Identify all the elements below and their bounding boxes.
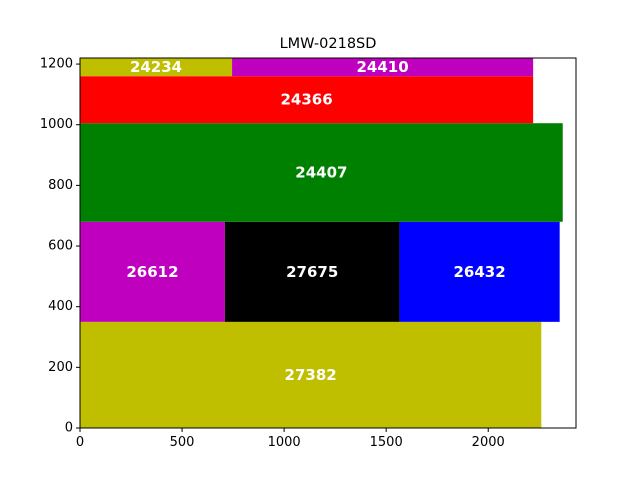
rect-label-26432: 26432 bbox=[453, 263, 505, 281]
rect-label-27382: 27382 bbox=[285, 366, 337, 384]
x-tick-label: 1000 bbox=[268, 435, 301, 450]
rect-label-24407: 24407 bbox=[295, 163, 347, 181]
rect-label-24410: 24410 bbox=[357, 58, 409, 76]
rect-27675 bbox=[224, 221, 400, 322]
rect-24407 bbox=[80, 123, 563, 222]
rect-24234 bbox=[80, 58, 233, 77]
rect-label-26612: 26612 bbox=[126, 263, 178, 281]
rect-label-24366: 24366 bbox=[280, 91, 332, 109]
rect-27382 bbox=[80, 321, 542, 428]
rect-label-24234: 24234 bbox=[130, 58, 182, 76]
rect-label-27675: 27675 bbox=[286, 263, 338, 281]
y-axis: 0 200 400 600 800 1000 1200 bbox=[40, 57, 80, 436]
x-tick-label: 1500 bbox=[370, 435, 403, 450]
y-tick-label: 400 bbox=[48, 299, 73, 314]
rect-24410 bbox=[232, 58, 534, 77]
rectangles-layer: 27382 26612 27675 26432 24407 24366 24234 24410 bbox=[80, 58, 563, 428]
rect-26432 bbox=[399, 221, 560, 322]
rect-24366 bbox=[80, 76, 534, 124]
x-tick-label: 500 bbox=[170, 435, 195, 450]
y-tick-label: 600 bbox=[48, 239, 73, 254]
y-tick-label: 800 bbox=[48, 178, 73, 193]
x-tick-label: 2000 bbox=[472, 435, 505, 450]
y-tick-label: 1000 bbox=[40, 117, 73, 132]
axes-frame bbox=[79, 57, 577, 429]
y-tick-label: 0 bbox=[65, 421, 73, 436]
x-tick-label: 0 bbox=[76, 435, 84, 450]
y-tick-label: 200 bbox=[48, 360, 73, 375]
x-axis: 0 500 1000 1500 2000 bbox=[76, 428, 505, 450]
chart-title: LMW-0218SD bbox=[280, 36, 377, 52]
y-tick-label: 1200 bbox=[40, 57, 73, 72]
rect-26612 bbox=[80, 221, 225, 322]
